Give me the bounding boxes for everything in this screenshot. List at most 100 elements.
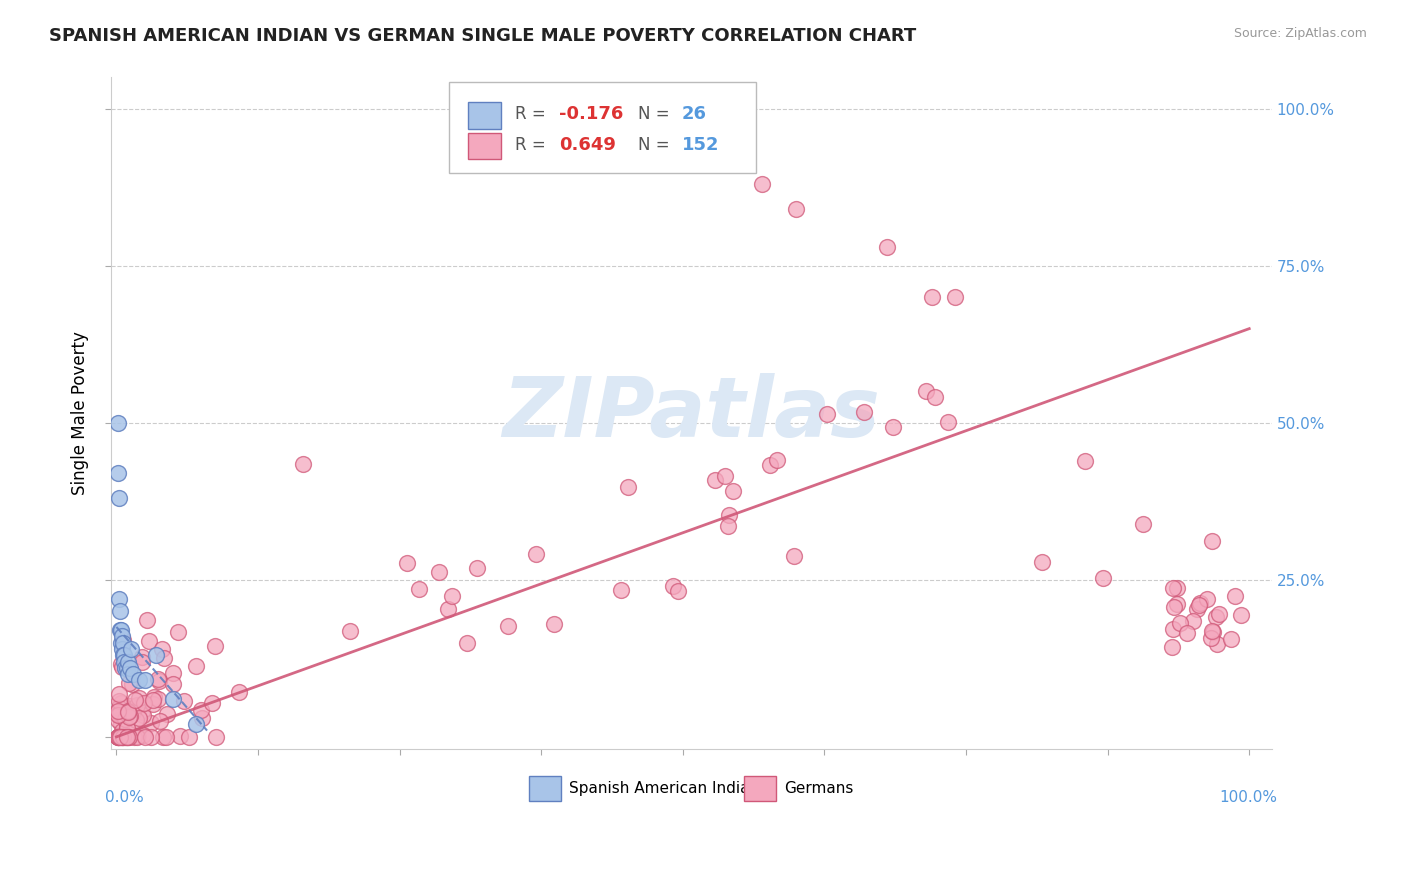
Point [107, 730, 129, 744]
Point [1202, 624, 1225, 639]
Point [1175, 626, 1198, 640]
FancyBboxPatch shape [529, 776, 561, 801]
Point [153, 650, 176, 665]
Point [1161, 640, 1184, 655]
Point [496, 619, 519, 633]
Point [924, 390, 946, 404]
Point [162, 665, 184, 680]
Point [107, 466, 129, 480]
Point [1132, 516, 1154, 531]
Point [121, 705, 143, 719]
Text: 100.0%: 100.0% [1219, 789, 1278, 805]
Point [524, 547, 547, 561]
Point [118, 698, 141, 713]
Point [108, 694, 131, 708]
FancyBboxPatch shape [468, 133, 501, 160]
Text: 26: 26 [682, 105, 707, 123]
Point [117, 655, 139, 669]
Text: Source: ZipAtlas.com: Source: ZipAtlas.com [1233, 27, 1367, 40]
Point [149, 714, 172, 728]
Point [465, 561, 488, 575]
Text: N =: N = [638, 105, 675, 123]
Point [131, 705, 153, 719]
Text: ZIPatlas: ZIPatlas [502, 373, 880, 454]
Point [610, 582, 633, 597]
Point [148, 673, 170, 688]
Point [1187, 599, 1209, 613]
Point [156, 707, 179, 722]
Point [121, 677, 143, 691]
Point [718, 508, 741, 522]
Point [1185, 602, 1208, 616]
Text: R =: R = [515, 105, 551, 123]
Point [1161, 622, 1184, 636]
Point [115, 701, 138, 715]
Point [204, 730, 226, 744]
Point [436, 601, 458, 615]
Point [714, 469, 737, 483]
Point [125, 730, 148, 744]
FancyBboxPatch shape [744, 776, 776, 801]
Point [184, 658, 207, 673]
Point [141, 730, 163, 744]
Point [107, 706, 129, 721]
Point [617, 480, 640, 494]
Text: R =: R = [515, 136, 551, 153]
Point [111, 629, 134, 643]
Point [117, 667, 139, 681]
Point [108, 623, 131, 637]
Point [107, 687, 129, 701]
Point [1225, 590, 1247, 604]
Point [128, 710, 150, 724]
Point [190, 703, 212, 717]
Point [291, 457, 314, 471]
Point [118, 661, 141, 675]
Text: SPANISH AMERICAN INDIAN VS GERMAN SINGLE MALE POVERTY CORRELATION CHART: SPANISH AMERICAN INDIAN VS GERMAN SINGLE… [49, 27, 917, 45]
Point [110, 697, 132, 711]
Point [115, 710, 138, 724]
Point [815, 407, 838, 421]
Point [914, 384, 936, 399]
Point [717, 519, 740, 533]
Text: N =: N = [638, 136, 675, 153]
Point [108, 604, 131, 618]
Point [110, 635, 132, 649]
Point [339, 624, 361, 639]
Point [1201, 631, 1223, 645]
Point [456, 635, 478, 649]
Point [921, 290, 943, 304]
Point [1220, 632, 1243, 647]
Point [127, 698, 149, 713]
Point [114, 730, 136, 744]
Point [943, 290, 966, 304]
Point [1201, 624, 1223, 639]
Point [111, 730, 134, 744]
Y-axis label: Single Male Poverty: Single Male Poverty [72, 332, 89, 495]
Point [117, 705, 139, 719]
Point [169, 729, 191, 743]
Point [395, 556, 418, 570]
Point [107, 591, 129, 606]
Point [112, 648, 135, 663]
Point [661, 579, 683, 593]
Point [142, 690, 165, 705]
Point [110, 623, 132, 637]
Point [134, 730, 156, 744]
Point [118, 676, 141, 690]
Point [112, 648, 135, 663]
Point [1161, 582, 1184, 596]
Point [112, 655, 135, 669]
Point [107, 491, 129, 506]
Point [1031, 555, 1053, 569]
Point [107, 730, 129, 744]
Point [1205, 637, 1227, 651]
Point [173, 694, 195, 708]
Point [162, 677, 184, 691]
Point [111, 632, 134, 647]
Point [108, 706, 131, 721]
Text: 0.0%: 0.0% [105, 789, 143, 805]
Point [190, 711, 212, 725]
Point [759, 458, 782, 472]
Point [110, 717, 132, 731]
Point [107, 704, 129, 718]
